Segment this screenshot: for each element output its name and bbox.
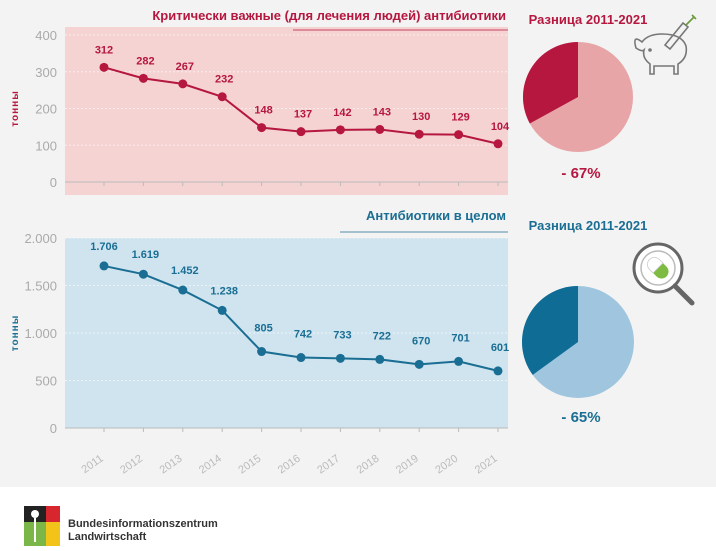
- bottom-line-chart: 05001.0001.5002.0001.70620111.61920121.4…: [10, 208, 509, 477]
- data-label: 142: [333, 107, 351, 119]
- y-tick-label: 200: [35, 102, 57, 117]
- footer-org-line1: Bundesinformationszentrum: [68, 518, 218, 530]
- data-point: [335, 125, 345, 135]
- pie-slice: [522, 286, 578, 375]
- data-point: [296, 127, 306, 137]
- y-tick-label: 2.000: [24, 231, 57, 246]
- footer-org-line2: Landwirtschaft: [68, 531, 147, 543]
- data-point: [375, 124, 385, 134]
- data-label: 601: [491, 342, 509, 354]
- pie-title: Разница 2011-2021: [529, 218, 648, 233]
- data-point: [178, 79, 188, 89]
- data-point: [454, 356, 464, 366]
- data-point: [99, 261, 109, 271]
- pig-syringe-icon: [634, 14, 697, 75]
- data-label: 148: [254, 105, 272, 117]
- data-point: [138, 73, 148, 83]
- data-label: 670: [412, 335, 430, 347]
- data-point: [414, 129, 424, 139]
- pie-title: Разница 2011-2021: [529, 12, 648, 27]
- data-point: [296, 353, 306, 363]
- y-tick-label: 400: [35, 28, 57, 43]
- y-tick-label: 300: [35, 65, 57, 80]
- data-point: [375, 354, 385, 364]
- data-point: [414, 359, 424, 369]
- data-point: [217, 92, 227, 102]
- data-label: 282: [136, 55, 154, 67]
- top-line-chart: 0 100 200 300 400 312 282 267 232 148 137 142 143 130…: [10, 8, 510, 195]
- data-label: 722: [373, 330, 391, 342]
- data-point: [257, 123, 267, 133]
- data-label: 232: [215, 74, 233, 86]
- data-label: 1.238: [210, 285, 238, 297]
- data-label: 1.706: [90, 241, 118, 253]
- pie-slice: [523, 42, 578, 124]
- data-label: 805: [254, 323, 272, 335]
- y-tick-label: 0: [50, 175, 57, 190]
- y-axis-label: тонны: [10, 315, 21, 352]
- data-point: [178, 285, 188, 295]
- data-label: 312: [95, 44, 113, 56]
- y-tick-label: 1.500: [24, 279, 57, 294]
- data-label: 701: [451, 332, 469, 344]
- data-label: 1.452: [171, 265, 199, 277]
- pie-annotation: - 67%: [561, 165, 600, 182]
- data-label: 1.619: [132, 249, 160, 261]
- data-point: [454, 130, 464, 140]
- pie-charts: Разница 2011-2021 - 67% Разница 2011-2021 -…: [522, 12, 647, 426]
- data-point: [493, 366, 503, 376]
- pie-annotation: - 65%: [561, 409, 600, 426]
- data-label: 143: [373, 106, 391, 118]
- chart-title: Критически важные (для лечения людей) ан…: [152, 8, 506, 23]
- bzl-logo: [24, 506, 60, 546]
- data-point: [99, 62, 109, 72]
- plot-background: [65, 27, 508, 195]
- y-tick-label: 0: [50, 421, 57, 436]
- data-label: 742: [294, 329, 312, 341]
- y-axis-label: тонны: [10, 90, 21, 127]
- magnifier-pill-icon: [632, 242, 695, 306]
- data-point: [335, 353, 345, 363]
- y-tick-label: 1.000: [24, 326, 57, 341]
- y-tick-label: 500: [35, 374, 57, 389]
- data-point: [217, 305, 227, 315]
- data-label: 733: [333, 329, 351, 341]
- data-label: 267: [176, 61, 194, 73]
- data-label: 104: [491, 121, 510, 133]
- data-label: 130: [412, 111, 430, 123]
- data-point: [138, 269, 148, 279]
- data-label: 137: [294, 109, 312, 121]
- chart-title: Антибиотики в целом: [366, 208, 506, 223]
- data-point: [257, 347, 267, 357]
- data-point: [493, 139, 503, 149]
- data-label: 129: [451, 112, 469, 124]
- y-tick-label: 100: [35, 138, 57, 153]
